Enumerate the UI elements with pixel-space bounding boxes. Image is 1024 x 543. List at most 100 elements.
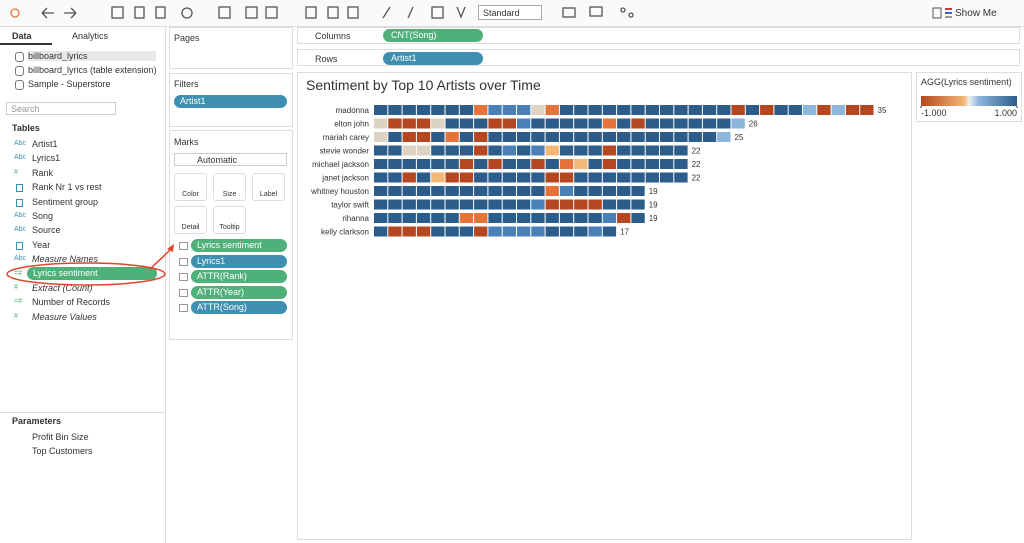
song-cell [474, 199, 488, 210]
filter-pill[interactable]: Artist1 [174, 95, 287, 108]
mark-button-label[interactable]: Label [259, 191, 278, 198]
toolbar-icons [10, 6, 634, 19]
song-cell [502, 118, 516, 129]
field-name[interactable]: Lyrics sentiment [27, 266, 157, 280]
song-cell [545, 132, 559, 142]
song-cell [431, 118, 445, 129]
field-icon [16, 198, 23, 207]
mark-type-dropdown[interactable]: Automatic [174, 153, 287, 166]
field-name[interactable]: Extract (Count) [32, 283, 93, 293]
show-me-button[interactable]: Show Me [955, 8, 997, 19]
field-name[interactable]: Measure Names [32, 254, 99, 265]
mark-pill[interactable]: Lyrics1 [191, 254, 287, 268]
song-cell [760, 105, 774, 115]
song-cell [674, 132, 688, 142]
field-icon: =# [14, 269, 22, 277]
mark-pill[interactable]: ATTR(Rank) [191, 270, 287, 283]
field-icon [16, 184, 23, 193]
song-cell [474, 186, 488, 196]
field-name[interactable]: Rank Nr 1 vs rest [32, 182, 102, 193]
data-source[interactable]: Sample - Superstore [28, 79, 111, 89]
song-cell [474, 213, 488, 223]
song-cell [588, 159, 602, 169]
song-cell [574, 159, 588, 169]
analytics-tab[interactable]: Analytics [72, 31, 109, 41]
search-box[interactable]: Search [6, 102, 116, 115]
song-cell [431, 105, 445, 115]
mark-button-label[interactable]: Tooltip [219, 224, 240, 231]
data-tab[interactable]: Data [12, 31, 32, 41]
mark-pill[interactable]: Lyrics sentiment [191, 239, 287, 252]
field-name[interactable]: Song [32, 211, 54, 221]
row-label: whitney houston [310, 187, 369, 196]
pill-icon [179, 288, 188, 297]
field-icon: Abc [14, 226, 27, 234]
field-name[interactable]: Year [32, 239, 51, 250]
song-cell [660, 105, 674, 115]
bar-label: 19 [649, 187, 658, 196]
song-cell [488, 132, 502, 142]
song-cell [374, 159, 388, 169]
song-cell [416, 118, 431, 129]
mark-button-label[interactable]: Size [222, 191, 237, 198]
source-icon [15, 52, 24, 62]
song-cell [631, 213, 645, 223]
song-cell [674, 145, 688, 156]
song-cell [402, 186, 416, 196]
mark-button[interactable]: Detail [174, 206, 207, 234]
row-label: kelly clarkson [321, 228, 369, 237]
song-cell [374, 105, 388, 115]
pill-icon [179, 242, 188, 250]
mark-button[interactable]: Tooltip [213, 206, 246, 234]
song-cell [588, 186, 602, 196]
song-cell [388, 226, 402, 237]
song-cell [602, 226, 617, 237]
song-cell [488, 213, 502, 223]
mark-pill[interactable]: ATTR(Song) [191, 301, 287, 314]
song-cell [517, 118, 531, 129]
song-cell [474, 226, 488, 237]
song-cell [559, 105, 574, 115]
columns-pill[interactable]: CNT(Song) [383, 29, 483, 42]
data-source[interactable]: billboard_lyrics (table extension) [28, 65, 157, 75]
source-icon [15, 80, 24, 90]
data-source[interactable]: billboard_lyrics [28, 51, 156, 61]
mark-pill[interactable]: ATTR(Year) [191, 285, 287, 299]
song-cell [502, 226, 516, 237]
song-cell [431, 213, 445, 223]
rows-pill[interactable]: Artist1 [383, 52, 483, 65]
song-cell [617, 105, 631, 115]
field-name[interactable]: Measure Values [32, 311, 97, 322]
song-cell [388, 132, 402, 142]
mark-button[interactable]: Size [213, 173, 246, 201]
song-cell [517, 226, 531, 237]
parameter[interactable]: Top Customers [32, 446, 93, 456]
field-name[interactable]: Number of Records [32, 297, 111, 308]
song-cell [388, 159, 402, 169]
song-cell [645, 118, 659, 129]
field-name[interactable]: Lyrics1 [32, 153, 61, 164]
field-name[interactable]: Source [32, 225, 61, 236]
field-name[interactable]: Sentiment group [32, 196, 99, 207]
field-name[interactable]: Artist1 [32, 139, 58, 149]
bar-label: 22 [692, 174, 701, 183]
song-cell [617, 199, 631, 210]
song-cell [617, 213, 631, 223]
mark-button-label[interactable]: Color [182, 191, 199, 198]
song-cell [388, 213, 402, 223]
song-cell [459, 186, 474, 196]
song-cell [660, 159, 674, 169]
bar-label: 22 [692, 147, 701, 156]
song-cell [488, 118, 502, 129]
song-cell [502, 172, 516, 183]
row-label: rihanna [342, 214, 369, 223]
mark-button-label[interactable]: Detail [181, 224, 200, 231]
mark-button[interactable]: Color [174, 173, 207, 201]
song-cell [459, 132, 474, 142]
fit-dropdown[interactable]: Standard [478, 5, 542, 20]
parameter[interactable]: Profit Bin Size [32, 432, 89, 442]
mark-button[interactable]: Label [252, 173, 285, 201]
field-name[interactable]: Rank [32, 167, 54, 178]
song-cell [445, 186, 459, 196]
song-cell [674, 172, 688, 183]
